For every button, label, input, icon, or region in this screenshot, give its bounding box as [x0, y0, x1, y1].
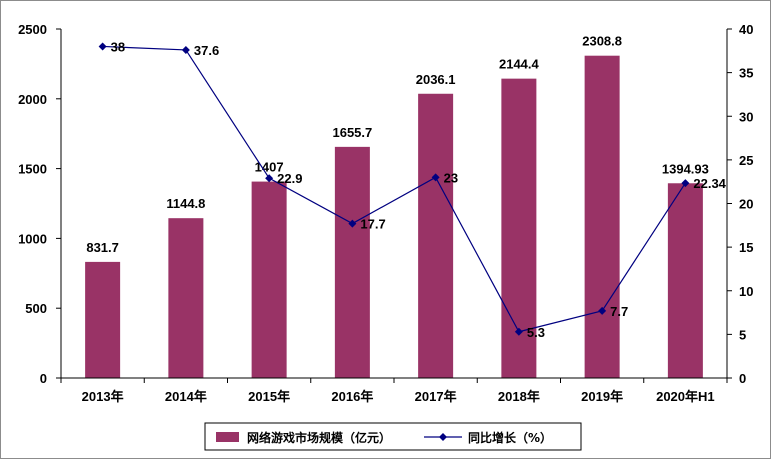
line-data-labels: 38 37.6 22.9 17.7 23 5.3 7.7 22.34 — [111, 39, 727, 339]
bar-label-4: 2036.1 — [416, 72, 456, 87]
bar-label-0: 831.7 — [86, 240, 119, 255]
y-right-tick-label: 5 — [739, 327, 746, 342]
growth-point-5 — [514, 327, 523, 336]
bar-1 — [168, 218, 204, 378]
y-right-tick-label: 10 — [739, 284, 753, 299]
x-tick-label: 2015年 — [248, 389, 290, 404]
growth-point-6 — [598, 306, 607, 315]
growth-point-3 — [348, 219, 357, 228]
bar-6 — [584, 55, 620, 378]
growth-point-4 — [431, 173, 440, 182]
y-left-tick-label: 0 — [40, 371, 47, 386]
growth-label-1: 37.6 — [194, 43, 219, 58]
growth-label-6: 7.7 — [610, 304, 628, 319]
growth-point-1 — [181, 45, 190, 54]
x-tick-label: 2016年 — [331, 389, 373, 404]
bar-label-6: 2308.8 — [582, 34, 622, 49]
bar-label-5: 2144.4 — [499, 57, 540, 72]
legend: 网络游戏市场规模（亿元） 同比增长（%） — [204, 422, 582, 451]
y-right-tick-label: 40 — [739, 22, 753, 37]
y-right-tick-label: 15 — [739, 240, 753, 255]
bar-label-3: 1655.7 — [332, 125, 372, 140]
bar-7 — [667, 183, 703, 378]
legend-marker-icon — [439, 433, 447, 441]
y-left-tick-label: 500 — [25, 301, 47, 316]
bar-data-labels: 831.7 1144.8 1407 1655.7 2036.1 2144.4 2308.8 1… — [86, 34, 709, 255]
growth-label-7: 22.34 — [693, 176, 726, 191]
x-tick-label: 2019年 — [581, 389, 623, 404]
legend-box — [204, 422, 582, 451]
growth-label-3: 17.7 — [360, 217, 385, 232]
legend-label-bar: 网络游戏市场规模（亿元） — [247, 430, 391, 445]
bar-4 — [418, 93, 454, 378]
line-series — [98, 42, 690, 336]
x-tick-label: 2014年 — [165, 389, 207, 404]
growth-label-5: 5.3 — [527, 325, 545, 340]
y-right-tick-label: 30 — [739, 109, 753, 124]
bar-3 — [334, 146, 370, 378]
bar-label-1: 1144.8 — [166, 196, 205, 211]
bar-label-7: 1394.93 — [662, 161, 709, 176]
growth-point-7 — [681, 179, 690, 188]
growth-label-4: 23 — [444, 170, 458, 185]
x-tick-label: 2017年 — [415, 389, 457, 404]
y-right-tick-label: 35 — [739, 66, 753, 81]
y-right-tick-label: 0 — [739, 371, 746, 386]
bar-0 — [85, 261, 121, 378]
y-left-tick-label: 1000 — [18, 231, 47, 246]
bar-label-2: 1407 — [255, 160, 284, 175]
growth-line — [102, 45, 686, 333]
growth-point-2 — [265, 174, 274, 183]
x-tick-label: 2020年H1 — [656, 389, 715, 404]
growth-point-0 — [98, 42, 107, 51]
bar-series — [85, 55, 703, 379]
bar-2 — [251, 181, 287, 378]
y-right-tick-label: 20 — [739, 197, 753, 212]
axes: 0 500 1000 1500 2000 2500 0 5 10 15 20 25 30 35 40 2013… — [18, 22, 753, 404]
x-tick-label: 2013年 — [82, 389, 124, 404]
growth-label-2: 22.9 — [277, 171, 302, 186]
legend-swatch-bar — [216, 432, 239, 442]
growth-label-0: 38 — [111, 39, 125, 54]
y-left-tick-label: 1500 — [18, 162, 47, 177]
legend-label-line: 同比增长（%） — [468, 430, 552, 445]
x-tick-label: 2018年 — [498, 389, 540, 404]
y-right-tick-label: 25 — [739, 153, 753, 168]
y-left-tick-label: 2500 — [18, 22, 47, 37]
y-left-tick-label: 2000 — [18, 92, 47, 107]
